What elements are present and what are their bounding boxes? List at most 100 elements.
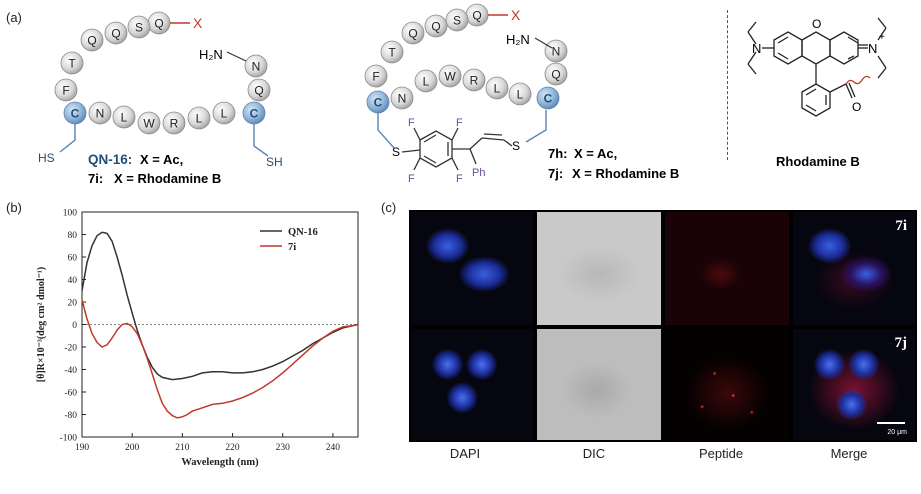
p2-bead-letter-15: N — [552, 45, 561, 59]
microscopy-grid: 7i 7j 20 μm — [409, 210, 917, 442]
p2-bead-letter-10: R — [470, 74, 479, 88]
p2-bead-letter-6: C — [374, 96, 383, 110]
linker-left-2 — [377, 112, 395, 149]
p1-bead-letter-6: C — [71, 107, 80, 121]
p1-bead-15 — [244, 54, 268, 78]
row-label-7j: 7j — [894, 335, 908, 351]
p2-bead-1 — [445, 8, 469, 32]
y-tick-label-2: 60 — [68, 254, 78, 264]
x-label-2: X — [511, 7, 521, 23]
p1-bead-letter-11: L — [196, 112, 203, 126]
rhodamine-title: Rhodamine B — [776, 154, 860, 169]
dic-7i-image — [537, 212, 661, 325]
dapi-7i-image — [411, 212, 533, 325]
legend-label-0: QN-16 — [288, 227, 318, 238]
y-axis-label: [θ]R×10⁻³(deg cm² dmol⁻¹) — [36, 267, 47, 382]
p1-bead-9 — [137, 111, 161, 135]
plus-charge: + — [879, 32, 885, 43]
p1-bead-7 — [88, 101, 112, 125]
p2-bead-letter-0: Q — [472, 9, 481, 23]
y-tick-label-9: -80 — [64, 411, 77, 421]
merge-7j-image: 7j 20 μm — [793, 329, 915, 440]
p2-bead-letter-5: F — [372, 70, 379, 84]
p1-bead-letter-1: S — [135, 21, 143, 35]
p2-bead-letter-11: L — [494, 82, 501, 96]
p2-bead-2 — [424, 14, 448, 38]
p1-bead-letter-2: Q — [111, 27, 120, 41]
panel-label-a: (a) — [6, 10, 22, 25]
p2-bead-letter-7: N — [398, 92, 407, 106]
p2-bead-9 — [438, 64, 462, 88]
x-label: X — [193, 15, 203, 31]
x-tick-label-5: 240 — [326, 443, 341, 453]
n-left: N — [752, 41, 761, 56]
p1-bead-3 — [80, 28, 104, 52]
p2-bead-letter-12: L — [517, 88, 524, 102]
f-label-1: F — [408, 117, 415, 129]
p2-bead-14 — [544, 62, 568, 86]
7h-eq: X = Ac, — [574, 146, 617, 161]
peptide-7i-image — [665, 212, 789, 325]
p2-bead-letter-9: W — [444, 70, 456, 84]
panel-label-c: (c) — [381, 200, 397, 215]
y-tick-label-4: 20 — [68, 299, 78, 309]
peptide-7j-image — [665, 329, 789, 440]
scale-bar — [877, 422, 905, 424]
f-label-4: F — [456, 173, 463, 185]
linker-right-2 — [525, 110, 547, 143]
f-label-2: F — [456, 117, 463, 129]
sh-linker-right — [253, 124, 269, 157]
7i-eq: X = Rhodamine B — [114, 171, 221, 186]
p1-bead-14 — [247, 78, 271, 102]
p1-bead-letter-0: Q — [154, 17, 163, 31]
panel-label-b: (b) — [6, 200, 22, 215]
y-tick-label-10: -100 — [60, 434, 78, 444]
p1-bead-4 — [60, 51, 84, 75]
p2-bead-7 — [390, 86, 414, 110]
p1-bead-letter-7: N — [96, 107, 105, 121]
p2-bead-letter-8: L — [423, 75, 430, 89]
qn16-eq: X = Ac, — [140, 152, 183, 167]
7j-name: 7j: — [548, 166, 563, 181]
y-tick-label-6: -20 — [64, 344, 77, 354]
p2-bead-letter-2: Q — [431, 20, 440, 34]
y-tick-label-8: -60 — [64, 389, 77, 399]
p1-bead-letter-10: R — [170, 117, 179, 131]
nh2-label-2: H₂N — [506, 32, 530, 47]
p2-bead-3 — [401, 21, 425, 45]
x-tick-label-4: 230 — [276, 443, 291, 453]
p1-bead-letter-5: F — [62, 84, 69, 98]
sh-label: SH — [266, 155, 283, 169]
f-label-3: F — [408, 173, 415, 185]
p1-bead-10 — [162, 111, 186, 135]
x-axis-label: Wavelength (nm) — [181, 457, 259, 468]
qn16-name: QN-16: — [88, 152, 132, 167]
p1-bead-letter-12: L — [221, 107, 228, 121]
p1-bead-5 — [54, 78, 78, 102]
ph-label: Ph — [472, 167, 485, 179]
p1-bead-letter-8: L — [121, 111, 128, 125]
rhodamine-b-structure: O N N + O Rhodamine B — [747, 17, 887, 169]
p2-bead-8 — [414, 69, 438, 93]
row-label-7i: 7i — [895, 218, 907, 234]
ring-oxygen: O — [812, 17, 821, 31]
y-tick-label-0: 100 — [63, 209, 78, 219]
p2-bead-letter-3: Q — [408, 27, 417, 41]
x-tick-label-0: 190 — [75, 443, 90, 453]
x-tick-label-3: 220 — [225, 443, 240, 453]
section-divider — [727, 10, 728, 160]
p1-bead-11 — [187, 106, 211, 130]
p2-bead-11 — [485, 76, 509, 100]
p2-bead-5 — [364, 64, 388, 88]
col-label-peptide: Peptide — [698, 446, 744, 461]
dapi-7j-image — [411, 329, 533, 440]
y-tick-label-7: -40 — [64, 366, 77, 376]
attachment-squiggle — [845, 75, 871, 85]
merge-7i-image: 7i — [793, 212, 915, 325]
p1-bead-letter-9: W — [143, 117, 155, 131]
p2-bead-13 — [536, 86, 560, 110]
tetrafluorophenyl-ring — [401, 127, 513, 171]
